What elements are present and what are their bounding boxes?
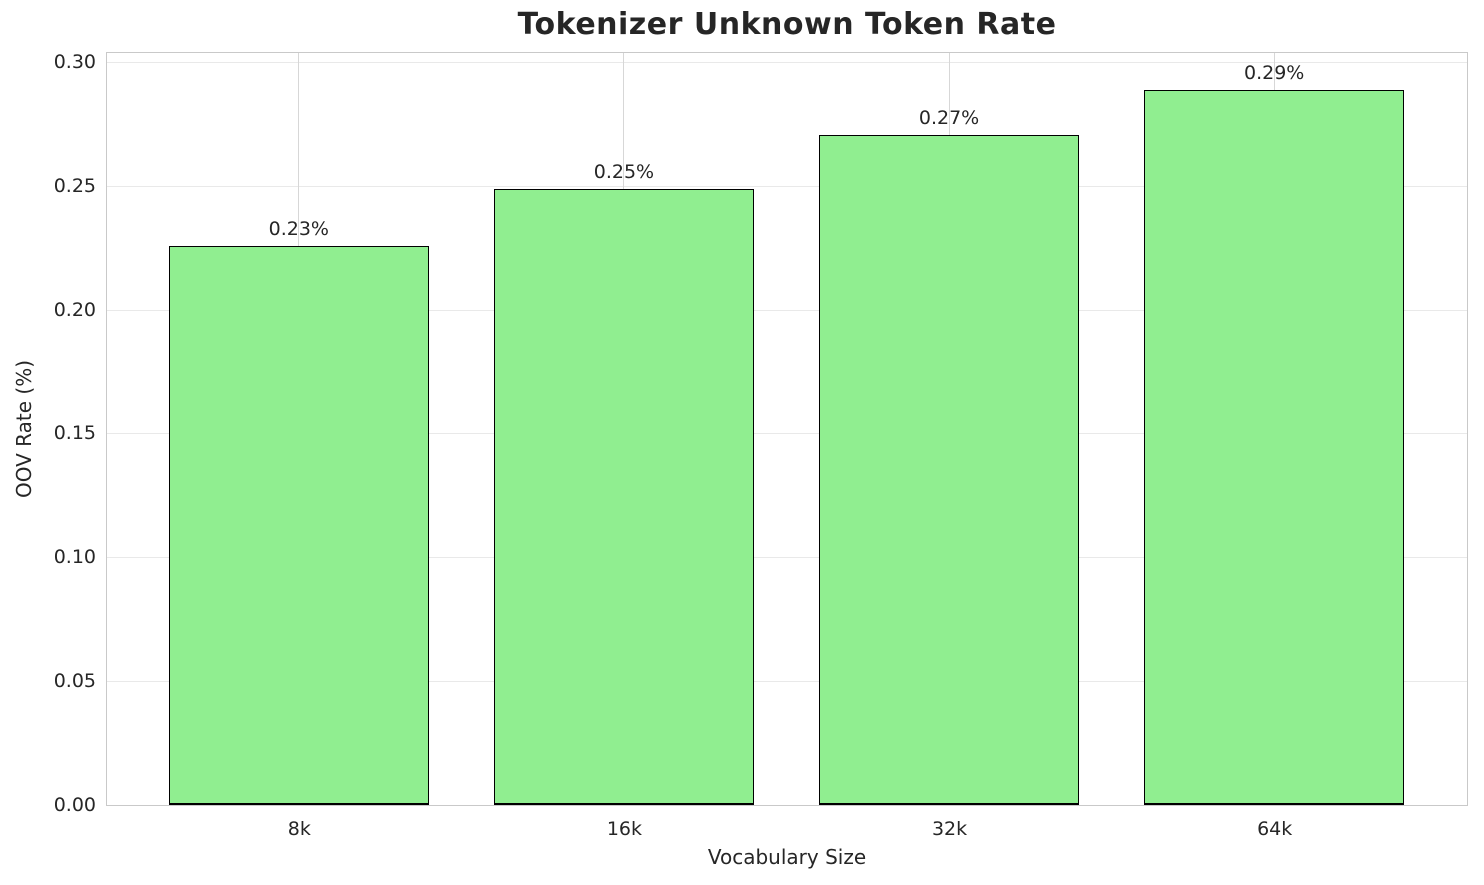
y-tick-label: 0.10 xyxy=(53,546,96,569)
y-tick-label: 0.20 xyxy=(53,298,96,321)
x-tick-label: 8k xyxy=(287,818,311,840)
y-tick-label: 0.15 xyxy=(53,422,96,445)
gridline-horizontal xyxy=(107,557,1467,559)
y-tick-label: 0.00 xyxy=(53,793,96,816)
bar xyxy=(1144,90,1405,805)
bar-value-label: 0.27% xyxy=(918,106,980,129)
bar-value-label: 0.29% xyxy=(1243,62,1305,85)
y-tick-label: 0.30 xyxy=(53,51,96,74)
gridline-horizontal xyxy=(107,186,1467,188)
gridline-horizontal xyxy=(107,433,1467,435)
plot-area: 0.23% 0.25% 0.27% 0.29% xyxy=(106,52,1468,806)
bar xyxy=(819,134,1080,805)
x-tick-label: 64k xyxy=(1257,818,1293,840)
chart-title: Tokenizer Unknown Token Rate xyxy=(517,7,1057,42)
gridline-horizontal xyxy=(107,680,1467,682)
bar xyxy=(168,245,429,805)
gridline-horizontal xyxy=(107,309,1467,311)
y-tick-label: 0.25 xyxy=(53,175,96,198)
bar-value-label: 0.23% xyxy=(268,217,329,240)
bar xyxy=(493,189,754,805)
bar-value-label: 0.25% xyxy=(593,161,655,184)
y-tick-label: 0.05 xyxy=(53,669,96,692)
x-tick-label: 32k xyxy=(931,818,968,840)
x-axis-label: Vocabulary Size xyxy=(707,845,867,869)
x-tick-label: 16k xyxy=(606,818,643,840)
gridline-horizontal xyxy=(107,62,1467,64)
